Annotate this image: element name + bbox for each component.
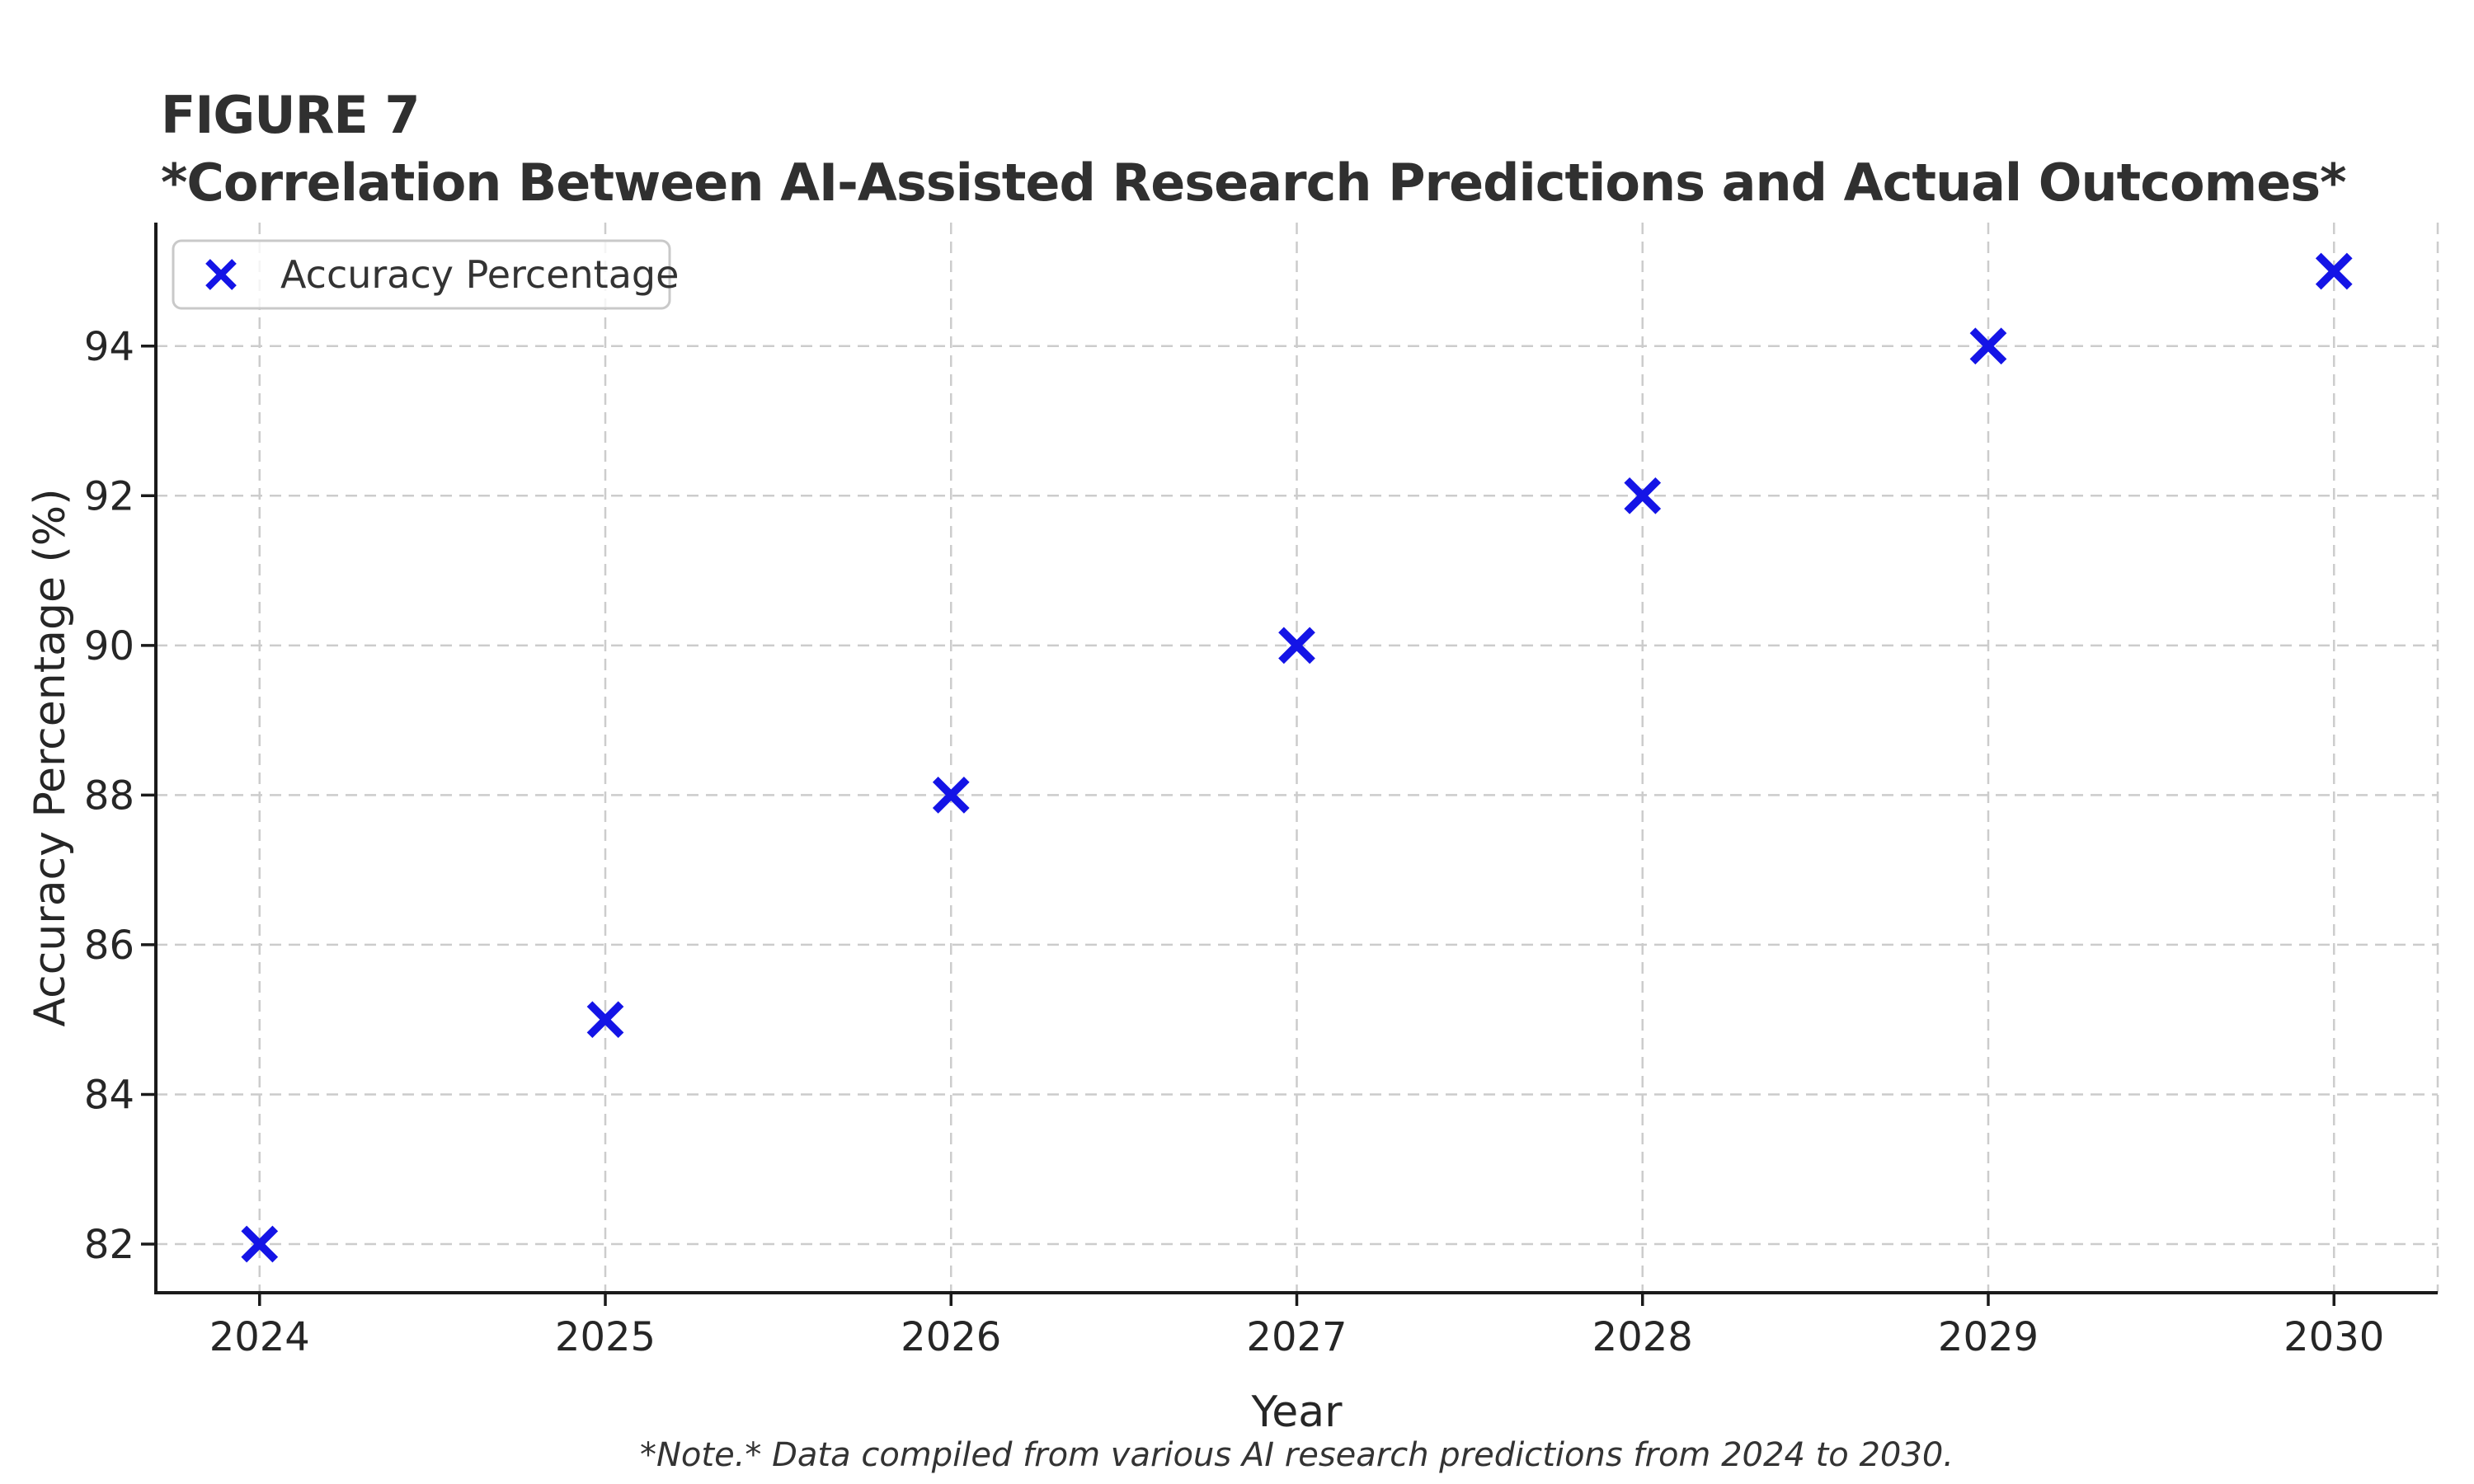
y-tick-label: 90 bbox=[84, 623, 134, 669]
legend-label: Accuracy Percentage bbox=[280, 252, 679, 297]
legend-marker-icon bbox=[205, 259, 237, 290]
x-axis-title: Year bbox=[1250, 1388, 1343, 1437]
y-tick-label: 84 bbox=[84, 1072, 134, 1118]
figure-number: FIGURE 7 bbox=[161, 85, 420, 145]
x-tick-label: 2030 bbox=[2284, 1314, 2384, 1360]
data-point bbox=[1278, 627, 1315, 665]
y-tick-label: 86 bbox=[84, 923, 134, 969]
data-point bbox=[586, 1001, 624, 1039]
x-tick-label: 2027 bbox=[1246, 1314, 1347, 1360]
x-tick-label: 2029 bbox=[1938, 1314, 2039, 1360]
x-tick-label: 2028 bbox=[1592, 1314, 1693, 1360]
data-point bbox=[2315, 252, 2353, 290]
legend-box bbox=[172, 239, 671, 310]
y-tick-label: 92 bbox=[84, 473, 134, 519]
y-axis-title: Accuracy Percentage (%) bbox=[26, 489, 75, 1027]
figure-note: *Note.* Data compiled from various AI re… bbox=[640, 1436, 1954, 1474]
data-point bbox=[1969, 327, 2007, 365]
data-point bbox=[1624, 477, 1662, 514]
y-tick-label: 94 bbox=[84, 324, 134, 370]
y-tick-label: 82 bbox=[84, 1222, 134, 1268]
x-tick-label: 2025 bbox=[555, 1314, 656, 1360]
data-point bbox=[932, 777, 970, 814]
figure-title: *Correlation Between AI-Assisted Researc… bbox=[161, 153, 2347, 213]
x-tick-label: 2026 bbox=[901, 1314, 1001, 1360]
figure-heading: FIGURE 7 *Correlation Between AI-Assiste… bbox=[161, 82, 2347, 216]
y-tick-label: 88 bbox=[84, 773, 134, 819]
data-point bbox=[241, 1225, 279, 1263]
x-tick-label: 2024 bbox=[209, 1314, 310, 1360]
